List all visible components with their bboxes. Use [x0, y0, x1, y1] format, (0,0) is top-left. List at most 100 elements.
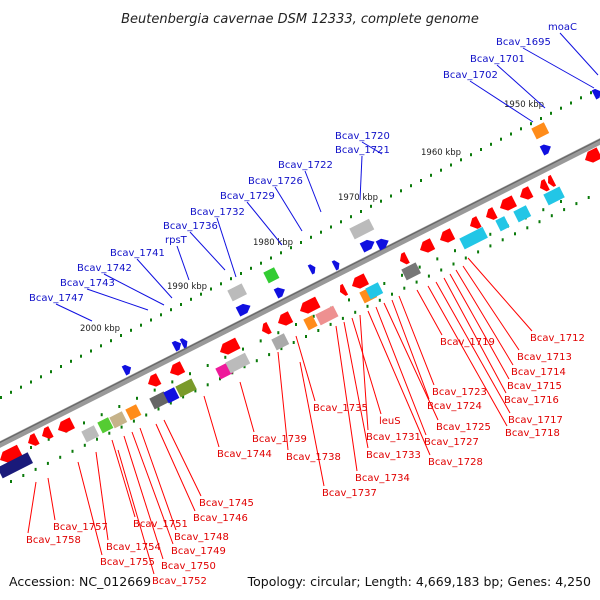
gc-dot: [70, 359, 72, 363]
gc-dot-inner: [46, 461, 49, 465]
forward-label-leader: [559, 32, 599, 76]
reverse-gene-label: Bcav_1733: [366, 450, 421, 461]
reverse-label-leader: [351, 317, 382, 415]
scale-label: 1960 kbp: [421, 148, 461, 158]
gc-dot-mid: [383, 282, 386, 285]
forward-gene-label: Bcav_1695: [496, 37, 551, 48]
gc-dot: [560, 106, 562, 110]
gc-dot: [90, 349, 92, 353]
gc-dot-inner: [587, 196, 590, 199]
forward-gene-label: Bcav_1743: [60, 278, 115, 289]
scale-labels: 1950 kbp 1960 kbp 1970 kbp 1980 kbp 1990 kbp…: [80, 100, 544, 334]
gc-dot: [540, 117, 542, 120]
forward-label-leader: [103, 273, 165, 306]
gc-dot-inner: [538, 220, 541, 224]
gc-dot-mid: [277, 331, 280, 335]
gc-dot: [240, 272, 242, 275]
forward-gene-label: Bcav_1720: [335, 131, 390, 142]
reverse-label-leader: [443, 277, 507, 394]
gc-dot-inner: [452, 262, 455, 266]
reverse-label-leader: [375, 306, 427, 436]
gc-dot: [290, 246, 292, 250]
genome-backbone: [0, 138, 600, 448]
gc-dot-inner: [83, 443, 86, 447]
gc-dot-inner: [34, 467, 37, 471]
feature-block: [149, 391, 169, 410]
reverse-label-leader: [455, 269, 514, 366]
gc-dot-inner: [489, 244, 492, 248]
reverse-gene-label: Bcav_1757: [53, 522, 108, 533]
gc-dot: [590, 91, 592, 95]
gc-dot-inner: [464, 256, 467, 260]
reverse-gene-label: Bcav_1718: [505, 428, 560, 439]
forward-label-leader: [304, 170, 322, 213]
reverse-gene: [486, 207, 498, 220]
reverse-gene-label: Bcav_1749: [171, 546, 226, 557]
gc-dot-mid: [436, 257, 439, 261]
gc-dot: [180, 303, 182, 306]
gc-dot: [470, 153, 472, 157]
forward-gene: [375, 238, 389, 251]
scale-label: 1980 kbp: [253, 238, 293, 248]
gc-dot: [400, 189, 402, 193]
reverse-gene: [42, 426, 54, 439]
reverse-gene-label: Bcav_1748: [174, 532, 229, 543]
gc-dot-mid: [295, 323, 297, 326]
gc-dot-inner: [501, 238, 504, 242]
gene-labels: moaC Bcav_1695 Bcav_1701 Bcav_1702 Bcav_1720…: [26, 22, 599, 587]
feature-block: [109, 411, 128, 429]
feature-block: [97, 417, 114, 434]
forward-gene: [273, 287, 285, 299]
reverse-label-leader: [435, 281, 511, 414]
gc-dot: [130, 328, 132, 332]
gc-dot-inner: [219, 377, 221, 381]
gc-dot-inner: [403, 286, 406, 290]
gc-dot-mid: [560, 200, 562, 203]
gc-dot: [260, 261, 262, 265]
gc-dot-inner: [477, 250, 480, 254]
map-title: Beutenbergia cavernae DSM 12333, complet…: [121, 12, 479, 27]
forward-gene-label: Bcav_1702: [443, 70, 498, 81]
gc-dot: [390, 194, 392, 198]
gc-dot-inner: [354, 310, 357, 314]
feature-block: [163, 387, 180, 404]
reverse-label-leader: [295, 335, 316, 402]
reverse-label-leader: [335, 325, 358, 472]
reverse-gene: [28, 433, 40, 446]
feature-block: [349, 218, 375, 240]
feature-block: [303, 315, 318, 331]
gc-dot: [140, 323, 142, 327]
gc-dot: [50, 370, 52, 374]
gc-dot: [350, 215, 352, 219]
reverse-label-leader: [77, 461, 103, 556]
reverse-gene-label: Bcav_1751: [133, 519, 188, 530]
gc-dot-mid: [401, 273, 403, 277]
reverse-gene-label: Bcav_1724: [427, 401, 482, 412]
gc-dot-mid: [489, 232, 492, 236]
gc-dot-inner: [427, 274, 430, 278]
gc-dot: [250, 266, 252, 270]
reverse-label-leader: [239, 381, 255, 433]
feature-block: [365, 282, 384, 300]
feature-block: [315, 305, 339, 326]
forward-gene-label: Bcav_1722: [278, 160, 333, 171]
reverse-label-leader: [383, 302, 439, 421]
genome-backbone-edge: [0, 138, 600, 444]
reverse-gene-label: Bcav_1735: [313, 403, 368, 414]
gc-dot-mid: [136, 396, 138, 400]
gc-dot: [80, 354, 82, 358]
gc-dot-inner: [120, 425, 123, 429]
gc-dot-inner: [514, 232, 516, 236]
gc-dot-inner: [71, 449, 74, 453]
gc-dot: [190, 297, 192, 301]
feature-block: [543, 186, 565, 206]
reverse-gene-label: Bcav_1739: [252, 434, 307, 445]
gc-dot-inner: [366, 304, 369, 308]
gc-dot-inner: [157, 407, 160, 411]
gc-dot: [170, 308, 172, 312]
gc-dot: [30, 380, 32, 384]
reverse-label-leader: [299, 361, 325, 487]
reverse-label-leader: [131, 431, 174, 545]
scale-label: 1950 kbp: [504, 100, 544, 110]
